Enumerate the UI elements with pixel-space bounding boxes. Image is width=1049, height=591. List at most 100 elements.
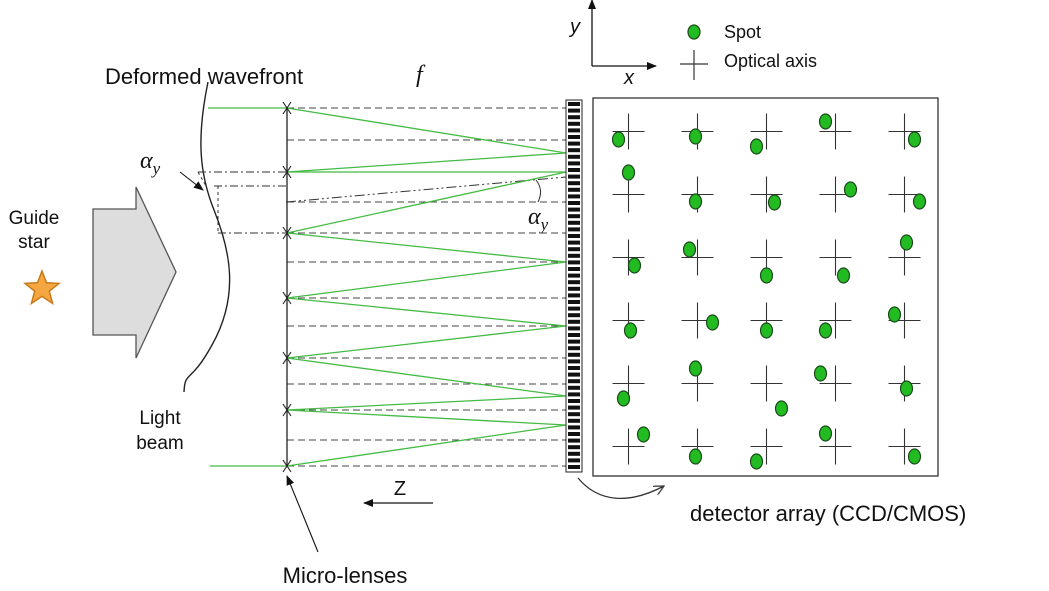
pixel-cell [568, 148, 580, 153]
pixel-cell [568, 392, 580, 397]
micro-lens-array [282, 101, 292, 473]
detector-cell [750, 239, 783, 284]
focused-ray [286, 261, 567, 299]
focal-spot [907, 131, 922, 148]
pixel-cell [568, 181, 580, 186]
lenslet-optical-axes [287, 107, 566, 467]
lens-boundary-mark [282, 226, 292, 240]
pixel-cell [568, 240, 580, 245]
focal-spot [843, 181, 858, 198]
pixel-cell [568, 405, 580, 410]
pixel-cell [568, 108, 580, 113]
detector-cell [819, 239, 852, 284]
guide-star-label-line1: Guide [9, 208, 60, 229]
focal-spot [907, 448, 922, 465]
focused-ray [286, 297, 567, 327]
focal-spot [627, 257, 642, 274]
focused-ray [286, 395, 567, 411]
focal-spot [759, 322, 774, 339]
pixel-cell [568, 128, 580, 133]
detector-cell [612, 365, 645, 407]
focal-spot [688, 448, 703, 465]
optical-axis-cross [888, 428, 921, 465]
detector-cell [681, 239, 714, 276]
pixel-cell [568, 306, 580, 311]
pixel-cell [568, 366, 580, 370]
pixel-cell [568, 418, 580, 423]
pixel-cell [568, 121, 580, 126]
detector-cell [681, 360, 714, 402]
pixel-cell [568, 194, 580, 199]
focal-spot [616, 390, 631, 407]
pixel-cell [568, 102, 580, 106]
focused-ray [286, 232, 567, 263]
pixel-cell [568, 267, 580, 271]
detector-cell [681, 113, 714, 150]
optical-axis-cross [819, 113, 852, 150]
optical-axis-cross [612, 428, 645, 465]
light-rays [208, 107, 567, 467]
optical-axis-cross [888, 176, 921, 213]
pixel-cell [568, 399, 580, 403]
pixel-cell [568, 319, 580, 324]
optical-axis-cross [819, 428, 852, 465]
pixel-cell [568, 451, 580, 456]
focused-ray [286, 424, 567, 467]
lens-boundary-mark [282, 351, 292, 365]
optical-axis-cross [750, 176, 783, 213]
optical-axis-cross [819, 239, 852, 276]
detector-pointer-arrow [577, 477, 664, 500]
detector-pixel-column [565, 99, 583, 473]
focused-ray [286, 171, 567, 234]
optical-axis-cross [612, 239, 645, 276]
focal-spot [899, 234, 914, 251]
pixel-cell [568, 346, 580, 351]
lens-boundary-mark [282, 459, 292, 473]
focal-spot [818, 425, 833, 442]
focal-spot [621, 164, 636, 181]
detector-cell [611, 113, 645, 150]
pixel-cell [568, 253, 580, 258]
focal-spot [836, 267, 851, 284]
detector-cell [888, 176, 927, 213]
pixel-cell [568, 333, 580, 337]
light-beam-label-line2: beam [136, 433, 184, 454]
focused-ray [286, 409, 567, 426]
deformed-wavefront-curve [183, 81, 231, 393]
focused-ray [286, 152, 567, 173]
detector-cell [750, 302, 783, 339]
focal-spot [749, 453, 764, 470]
detector-cell [612, 239, 645, 276]
pixel-cell [568, 352, 580, 357]
pixel-cell [568, 438, 580, 443]
optical-axis-cross [612, 176, 645, 213]
guide-star-icon [22, 268, 62, 306]
pixel-cell [568, 234, 580, 238]
focused-ray [286, 107, 567, 154]
focal-spot [912, 193, 927, 210]
lens-boundary-mark [282, 165, 292, 179]
focal-spot [705, 314, 720, 331]
pixel-cell [568, 168, 580, 172]
alpha-left-pointer [179, 171, 204, 191]
legend-spot-label: Spot [724, 22, 761, 42]
focal-spot [749, 138, 764, 155]
alpha-right-label: αy [528, 204, 549, 234]
pixel-cell [568, 465, 580, 469]
pixel-cell [568, 425, 580, 430]
detector-cell [681, 302, 720, 339]
legend-optical-axis-marker [680, 50, 708, 80]
pixel-cell [568, 286, 580, 291]
optical-axis-cross [750, 428, 783, 465]
focal-spot [759, 267, 774, 284]
detector-cell [888, 428, 922, 465]
legend-optical-axis-label: Optical axis [724, 51, 817, 71]
pixel-cell [568, 458, 580, 463]
detector-cell [888, 365, 921, 402]
guide-star-label-line2: star [18, 232, 50, 253]
x-axis-label: x [623, 67, 635, 89]
detector-cell [750, 176, 783, 213]
pixel-cell [568, 273, 580, 278]
detector-cell [819, 176, 858, 213]
